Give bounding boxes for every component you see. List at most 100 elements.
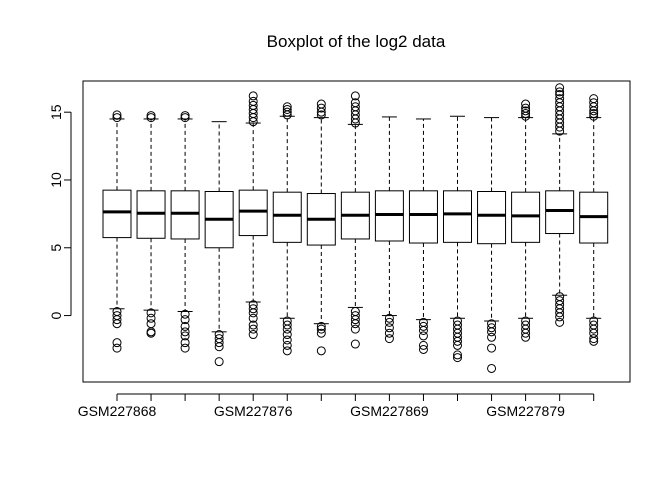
outlier-point (487, 332, 497, 342)
box-12 (477, 117, 507, 373)
outlier-point (384, 317, 394, 327)
outlier-point (248, 100, 258, 110)
outlier-point (146, 308, 156, 318)
outlier-point (316, 346, 326, 356)
iqr-box (477, 191, 507, 245)
outlier-point (112, 338, 122, 348)
outlier-point (589, 94, 599, 104)
outlier-point (112, 319, 122, 329)
x-tick-label: GSM227879 (486, 403, 565, 419)
outlier-point (521, 109, 531, 119)
chart-title: Boxplot of the log2 data (267, 32, 446, 51)
outlier-point (112, 315, 122, 325)
outlier-point (487, 323, 497, 333)
outlier-point (350, 324, 360, 334)
outlier-point (521, 103, 531, 113)
outlier-point (248, 324, 258, 334)
outlier-point (521, 328, 531, 338)
outlier-point (384, 328, 394, 338)
outlier-point (350, 98, 360, 108)
outlier-point (453, 340, 462, 350)
outlier-point (180, 315, 190, 325)
outlier-point (282, 340, 292, 350)
outlier-point (214, 357, 224, 367)
box-3 (170, 111, 200, 353)
outlier-point (214, 342, 224, 352)
y-tick-label: 0 (48, 311, 64, 319)
outlier-point (112, 110, 122, 120)
iqr-box (170, 190, 200, 240)
box-14 (545, 83, 575, 327)
outlier-point (418, 340, 428, 350)
outlier-point (555, 312, 565, 322)
outlier-point (521, 106, 531, 116)
outlier-point (350, 339, 360, 349)
box-11 (443, 115, 472, 363)
outlier-point (350, 102, 360, 112)
outlier-point (589, 98, 599, 108)
x-tick-label: GSM227876 (214, 403, 293, 419)
iqr-box (102, 189, 132, 239)
iqr-box (238, 189, 268, 237)
box-5 (238, 91, 268, 340)
outlier-point (282, 346, 292, 356)
outlier-point (282, 320, 292, 330)
outlier-point (418, 325, 428, 335)
outlier-point (487, 327, 497, 337)
outlier-point (316, 328, 326, 338)
y-axis: 0 5 10 15 (48, 104, 72, 319)
box-8 (340, 91, 370, 349)
outlier-point (555, 317, 565, 327)
box-13 (511, 99, 541, 342)
outlier-point (384, 334, 394, 344)
outlier-point (316, 99, 326, 109)
outlier-point (316, 321, 326, 331)
outlier-point (521, 99, 531, 109)
box-15 (579, 94, 609, 346)
outlier-point (453, 336, 462, 346)
outlier-point (282, 102, 292, 112)
outlier-point (350, 315, 360, 325)
outlier-point (248, 96, 258, 106)
outlier-point (146, 328, 156, 338)
box-7 (306, 99, 336, 356)
outlier-point (248, 313, 258, 323)
x-tick-label: GSM227869 (350, 403, 429, 419)
box-10 (408, 118, 438, 354)
outlier-point (589, 336, 599, 346)
outlier-point (282, 107, 292, 117)
outlier-point (180, 331, 190, 341)
outlier-point (112, 113, 122, 123)
outlier-point (180, 338, 190, 348)
iqr-box (443, 190, 472, 243)
outlier-point (555, 87, 565, 97)
outlier-point (248, 91, 258, 101)
outlier-point (282, 330, 292, 340)
outlier-point (589, 111, 599, 121)
y-tick-label: 10 (48, 172, 64, 188)
iqr-box (272, 191, 302, 243)
outlier-point (350, 91, 360, 101)
box-1 (102, 110, 132, 353)
outlier-point (180, 321, 190, 331)
box-9 (374, 116, 404, 344)
outlier-point (146, 313, 156, 323)
outlier-point (146, 111, 156, 121)
box-4 (204, 121, 234, 367)
outlier-point (555, 308, 565, 318)
outlier-point (146, 319, 156, 329)
x-axis: GSM227868 GSM227876 GSM227869 GSM227879 (78, 393, 595, 419)
outlier-point (316, 103, 326, 113)
outlier-point (384, 313, 394, 323)
outlier-point (180, 327, 190, 337)
outlier-point (112, 343, 122, 353)
outlier-point (418, 321, 428, 331)
box-6 (272, 102, 302, 356)
outlier-point (214, 338, 224, 348)
x-tick-label: GSM227868 (78, 403, 157, 419)
iqr-box (545, 190, 575, 235)
outlier-point (453, 350, 462, 360)
y-tick-label: 5 (48, 244, 64, 252)
outlier-point (282, 324, 292, 334)
